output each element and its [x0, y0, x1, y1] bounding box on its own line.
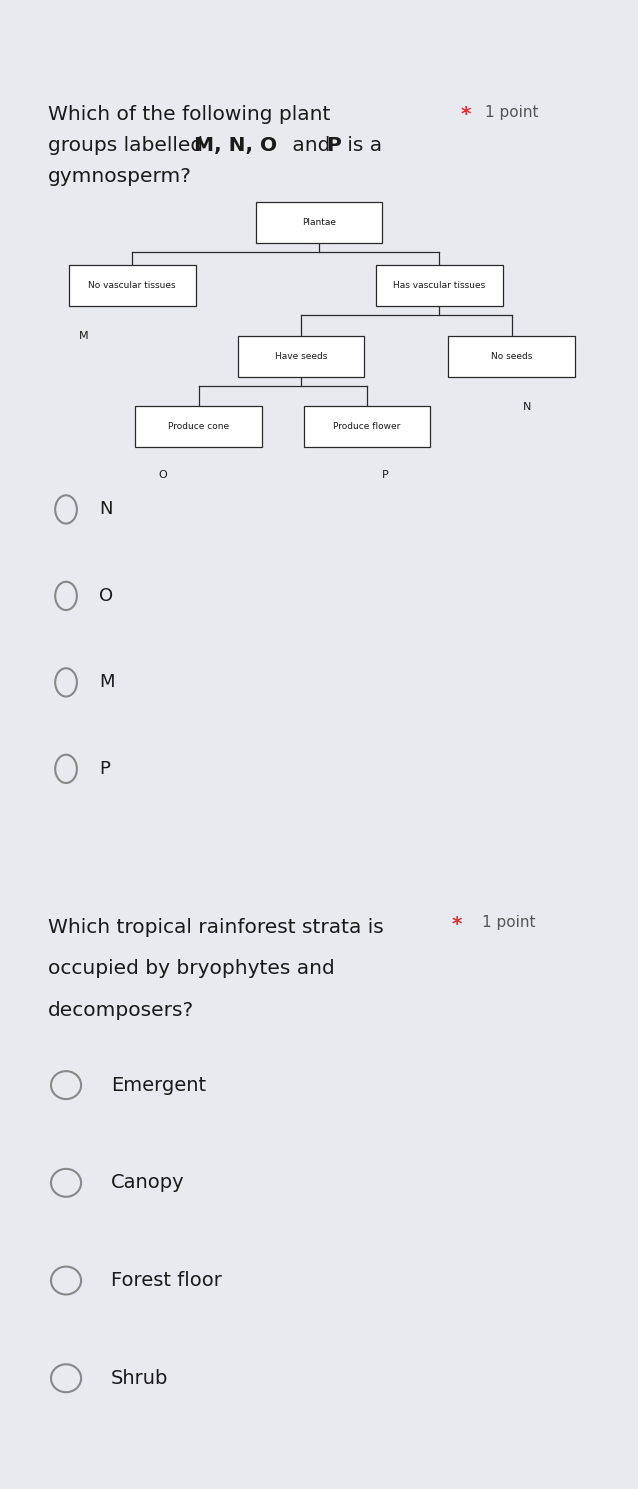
- Text: P: P: [382, 471, 389, 479]
- Text: *: *: [452, 914, 462, 934]
- Text: Have seeds: Have seeds: [275, 351, 327, 360]
- Text: and: and: [286, 135, 337, 155]
- Bar: [256, 203, 382, 243]
- Text: M, N, O: M, N, O: [194, 135, 277, 155]
- Text: Emergent: Emergent: [111, 1075, 206, 1094]
- Text: gymnosperm?: gymnosperm?: [48, 167, 192, 186]
- Text: Produce cone: Produce cone: [168, 423, 229, 432]
- Text: P: P: [326, 135, 341, 155]
- Text: *: *: [461, 104, 471, 124]
- Text: occupied by bryophytes and: occupied by bryophytes and: [48, 959, 335, 978]
- Text: Canopy: Canopy: [111, 1173, 185, 1193]
- Text: No vascular tissues: No vascular tissues: [89, 281, 176, 290]
- Text: O: O: [158, 471, 167, 479]
- Text: 1 point: 1 point: [482, 914, 535, 929]
- Text: decomposers?: decomposers?: [48, 1002, 194, 1020]
- Text: Forest floor: Forest floor: [111, 1272, 222, 1289]
- Bar: [376, 265, 503, 305]
- Bar: [304, 406, 431, 447]
- Text: Which of the following plant: Which of the following plant: [48, 104, 330, 124]
- Text: 1 point: 1 point: [485, 104, 538, 119]
- Text: M: M: [79, 331, 89, 341]
- Text: Shrub: Shrub: [111, 1368, 168, 1388]
- Text: O: O: [99, 587, 114, 605]
- Bar: [69, 265, 195, 305]
- Text: P: P: [99, 759, 110, 777]
- Text: No seeds: No seeds: [491, 351, 533, 360]
- Bar: [238, 335, 364, 377]
- Bar: [449, 335, 575, 377]
- Text: Which tropical rainforest strata is: Which tropical rainforest strata is: [48, 917, 383, 937]
- Text: M: M: [99, 673, 115, 691]
- Text: Produce flower: Produce flower: [334, 423, 401, 432]
- Text: Plantae: Plantae: [302, 217, 336, 226]
- Bar: [135, 406, 262, 447]
- Text: groups labelled: groups labelled: [48, 135, 209, 155]
- Text: Has vascular tissues: Has vascular tissues: [394, 281, 486, 290]
- Text: is a: is a: [341, 135, 382, 155]
- Text: N: N: [99, 500, 113, 518]
- Text: N: N: [523, 402, 531, 411]
